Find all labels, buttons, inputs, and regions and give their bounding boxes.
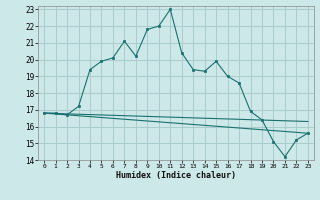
X-axis label: Humidex (Indice chaleur): Humidex (Indice chaleur) — [116, 171, 236, 180]
